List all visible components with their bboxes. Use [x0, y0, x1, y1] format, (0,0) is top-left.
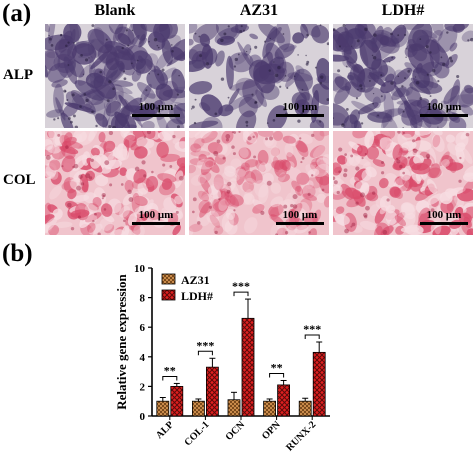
- bar-ldh-alp: [170, 385, 184, 417]
- significance-bracket: [269, 372, 285, 378]
- significance-marker: **: [271, 360, 283, 374]
- micrograph-col-az31: [189, 131, 329, 235]
- y-tick-label: 0: [140, 411, 146, 423]
- bar-ldh-ocn: [241, 317, 255, 417]
- micrograph-alp-ldh: [333, 24, 473, 128]
- legend-label-az31: AZ31: [181, 273, 210, 287]
- column-header-ldh: LDH#: [381, 2, 425, 19]
- significance-bracket: [233, 291, 249, 297]
- scale-bar-alp-blank: 100 μm: [128, 101, 184, 117]
- panel-b-label: (b): [2, 240, 33, 267]
- significance-bracket: [162, 375, 178, 381]
- scale-bar-col-blank: 100 μm: [128, 209, 184, 225]
- bar-az31-alp: [156, 400, 170, 417]
- bar-ldh-opn: [277, 384, 291, 417]
- x-tick-label: OPN: [260, 419, 283, 442]
- row-header-alp: ALP: [3, 67, 33, 83]
- legend-swatch-ldh: [161, 289, 176, 301]
- y-tick-label: 8: [140, 293, 146, 305]
- column-header-blank: Blank: [94, 2, 136, 19]
- bar-az31-opn: [263, 400, 277, 417]
- x-tick-label: ALP: [154, 419, 176, 441]
- panel-a-label: (a): [2, 0, 32, 27]
- significance-marker: ***: [232, 279, 250, 293]
- x-tick-label: OCN: [224, 419, 248, 443]
- significance-bracket: [197, 350, 213, 356]
- x-tick-label: COL-1: [183, 419, 212, 448]
- y-tick-label: 10: [134, 263, 146, 275]
- y-tick-label: 2: [140, 381, 146, 393]
- scale-bar-alp-az31: 100 μm: [272, 101, 328, 117]
- significance-marker: ***: [303, 322, 321, 336]
- micrograph-alp-blank: [45, 24, 185, 128]
- gene-expression-chart: 0 2 4 6 8 10 Relative gene expression ** ALP *** C…: [114, 263, 330, 453]
- significance-marker: ***: [196, 338, 214, 352]
- micrograph-col-ldh: [333, 131, 473, 235]
- legend-swatch-az31: [161, 273, 176, 285]
- micrograph-col-blank: [45, 131, 185, 235]
- column-header-az31: AZ31: [239, 2, 279, 19]
- y-tick-label: 4: [140, 352, 146, 364]
- scale-bar-alp-ldh: 100 μm: [416, 101, 472, 117]
- scale-bar-col-ldh: 100 μm: [416, 209, 472, 225]
- x-tick-label: RUNX-2: [284, 419, 318, 453]
- micrograph-alp-az31: [189, 24, 329, 128]
- legend-label-ldh: LDH#: [181, 289, 213, 303]
- row-header-col: COL: [3, 172, 36, 188]
- bar-az31-runx-2: [298, 400, 312, 417]
- bar-az31-ocn: [227, 399, 241, 417]
- y-tick-label: 6: [140, 322, 146, 334]
- significance-bracket: [304, 334, 320, 339]
- scale-bar-col-az31: 100 μm: [272, 209, 328, 225]
- bar-az31-col-1: [192, 400, 205, 417]
- significance-marker: **: [164, 363, 176, 377]
- bar-ldh-col-1: [206, 366, 219, 417]
- bar-ldh-runx-2: [312, 351, 326, 417]
- y-axis-label: Relative gene expression: [114, 273, 129, 409]
